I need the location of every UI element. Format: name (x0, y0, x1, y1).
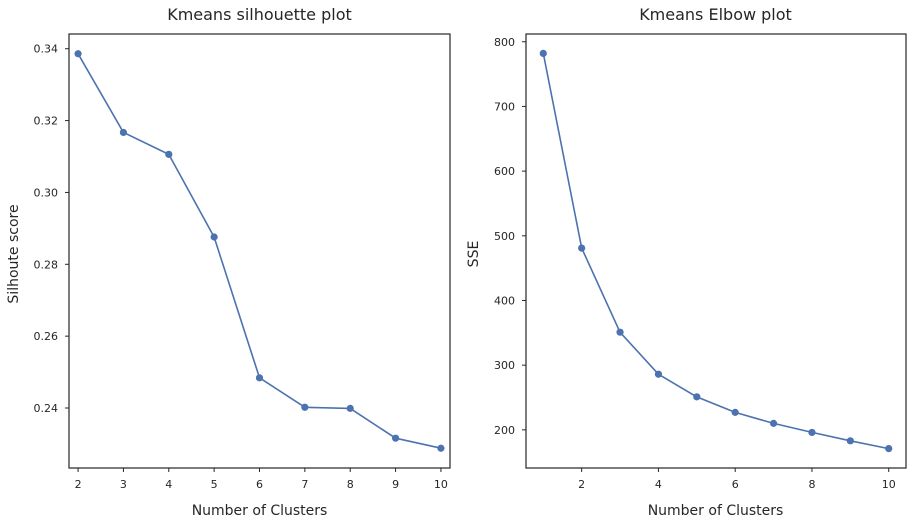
series-layer (539, 49, 893, 453)
data-point (769, 419, 778, 427)
data-point (210, 233, 218, 241)
y-tick-label: 200 (494, 424, 515, 437)
chart-title: Kmeans silhouette plot (167, 5, 352, 24)
x-tick-label: 10 (434, 478, 448, 491)
tick-layer: 2 4 6 8 10 200 300 400 500 600 700 800 (494, 36, 896, 491)
x-tick-label: 9 (392, 478, 399, 491)
y-tick-label: 0.34 (34, 43, 59, 56)
data-point (165, 150, 173, 158)
series-line (77, 53, 442, 449)
x-tick-label: 4 (655, 478, 662, 491)
x-tick-label: 5 (211, 478, 218, 491)
x-tick-label: 4 (165, 478, 172, 491)
data-point (885, 444, 893, 453)
tick-layer: 2 3 4 5 6 7 8 9 10 0.24 0.26 0.28 0.30 0.32 0.34 (34, 43, 448, 491)
data-point (119, 128, 128, 137)
x-tick-label: 2 (578, 478, 585, 491)
y-tick-label: 500 (494, 230, 515, 243)
data-point (437, 444, 445, 452)
x-tick-label: 6 (732, 478, 739, 491)
x-axis-label: Number of Clusters (648, 503, 784, 519)
y-tick-label: 700 (494, 100, 515, 113)
y-tick-label: 0.30 (34, 186, 59, 199)
y-tick-label: 400 (494, 294, 515, 307)
x-tick-label: 8 (347, 478, 354, 491)
data-point (346, 404, 354, 412)
y-tick-label: 300 (494, 359, 515, 372)
data-point (255, 374, 264, 382)
silhouette-chart: Kmeans silhouette plot Number of Cluster… (6, 5, 451, 519)
data-point (391, 434, 400, 442)
plot-frame (525, 33, 907, 469)
x-tick-label: 10 (882, 478, 896, 491)
y-tick-label: 600 (494, 165, 515, 178)
data-point (846, 437, 854, 445)
x-tick-label: 2 (75, 478, 82, 491)
chart-title: Kmeans Elbow plot (639, 5, 792, 24)
data-point (808, 428, 816, 437)
y-axis-label: Silhoute score (6, 204, 22, 303)
data-point (539, 49, 547, 58)
x-tick-label: 7 (301, 478, 308, 491)
data-point (616, 328, 624, 336)
data-point (731, 408, 739, 416)
x-tick-label: 8 (808, 478, 815, 491)
x-tick-label: 3 (120, 478, 127, 491)
data-point (301, 403, 309, 411)
data-point (654, 370, 663, 378)
data-point (578, 244, 586, 252)
data-point (74, 50, 82, 58)
x-tick-label: 6 (256, 478, 263, 491)
y-tick-label: 0.24 (34, 402, 59, 415)
y-tick-label: 0.32 (34, 115, 59, 128)
elbow-chart: Kmeans Elbow plot Number of Clusters SSE… (466, 5, 907, 519)
y-tick-label: 800 (494, 36, 515, 49)
y-tick-label: 0.28 (34, 258, 59, 271)
plot-frame (68, 33, 451, 469)
series-line (542, 53, 889, 450)
y-axis-label: SSE (466, 241, 482, 268)
series-layer (74, 50, 445, 452)
y-tick-label: 0.26 (34, 330, 59, 343)
x-axis-label: Number of Clusters (192, 503, 328, 519)
data-point (693, 393, 701, 401)
